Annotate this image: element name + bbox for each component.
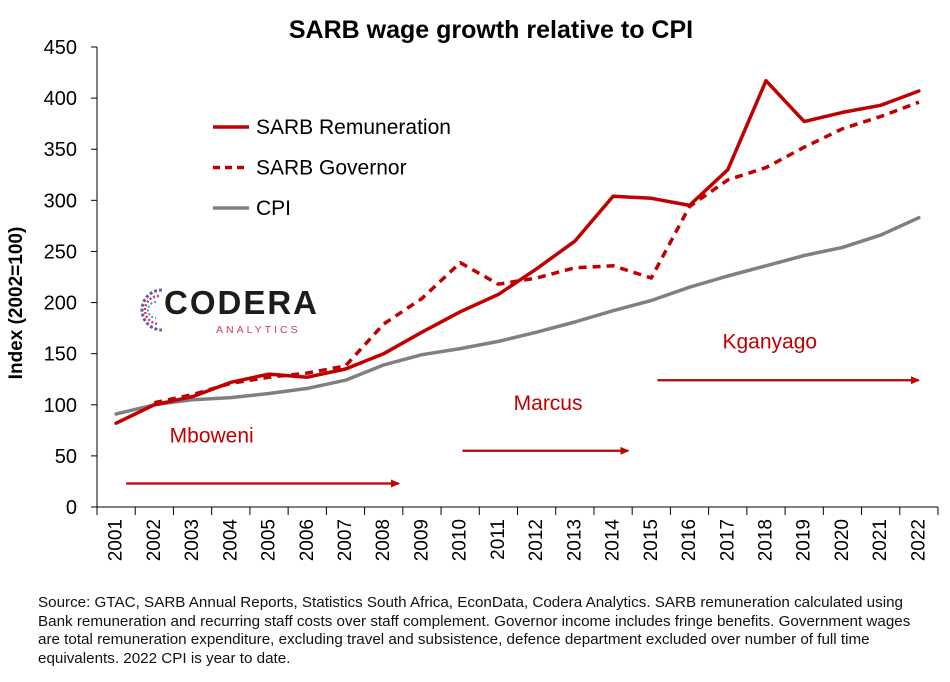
x-tick-label: 2020 — [832, 519, 853, 561]
series-line-cpi — [114, 215, 921, 416]
term-label-mboweni: Mboweni — [170, 425, 254, 448]
legend-label-cpi: CPI — [256, 197, 291, 220]
x-tick-label: 2011 — [488, 519, 509, 560]
y-tick-label: 450 — [44, 37, 77, 59]
x-tick-label: 2021 — [870, 519, 891, 561]
codera-logo: CODERA ANALYTICS — [132, 282, 322, 342]
x-tick-label: 2004 — [220, 519, 241, 562]
x-tick-label: 2013 — [564, 519, 585, 561]
y-tick-label: 350 — [44, 139, 77, 161]
x-tick-label: 2003 — [182, 519, 203, 561]
legend: SARB Remuneration SARB Governor CPI — [213, 116, 451, 220]
y-tick-label: 300 — [44, 190, 77, 212]
x-tick-label: 2002 — [144, 519, 165, 561]
x-tick-label: 2001 — [106, 519, 127, 561]
x-tick-label: 2015 — [641, 519, 662, 561]
y-tick-label: 50 — [55, 446, 77, 468]
x-tick-label: 2016 — [679, 519, 700, 561]
axes: 0 50 100 150 200 250 300 350 400 450 2001 2002 2003 2… — [44, 37, 939, 562]
source-footnote: Source: GTAC, SARB Annual Reports, Stati… — [38, 594, 911, 667]
y-tick-label: 100 — [44, 395, 77, 417]
chart-title: SARB wage growth relative to CPI — [289, 16, 693, 44]
logo-subtitle: ANALYTICS — [216, 324, 301, 336]
term-label-marcus: Marcus — [514, 392, 583, 415]
series-lines — [114, 78, 921, 425]
term-label-kganyago: Kganyago — [723, 331, 818, 354]
y-tick-label: 0 — [66, 497, 77, 519]
y-tick-label: 150 — [44, 344, 77, 366]
x-tick-label: 2014 — [603, 519, 624, 562]
series-line-sarb-governor — [153, 100, 920, 405]
legend-label-sarb-remuneration: SARB Remuneration — [256, 116, 451, 139]
series-line-sarb-remuneration — [114, 78, 921, 425]
y-axis-label: Index (2002=100) — [6, 227, 27, 380]
legend-label-sarb-governor: SARB Governor — [256, 157, 407, 180]
x-tick-label: 2006 — [297, 519, 318, 561]
chart: SARB wage growth relative to CPI Index (… — [6, 16, 939, 562]
x-tick-label: 2008 — [373, 519, 394, 561]
x-tick-label: 2005 — [259, 519, 280, 561]
y-tick-label: 250 — [44, 241, 77, 263]
logo-name: CODERA — [164, 284, 320, 321]
x-tick-label: 2012 — [526, 519, 547, 561]
x-tick-label: 2018 — [755, 519, 776, 561]
x-tick-label: 2007 — [335, 519, 356, 561]
x-tick-label: 2009 — [411, 519, 432, 561]
x-tick-label: 2017 — [717, 519, 738, 561]
x-tick-label: 2019 — [794, 519, 815, 561]
x-tick-label: 2010 — [450, 519, 471, 561]
y-tick-label: 200 — [44, 293, 77, 315]
x-tick-label: 2022 — [908, 519, 929, 561]
annotations: Mboweni Marcus Kganyago — [126, 331, 920, 488]
y-tick-label: 400 — [44, 88, 77, 110]
logo-mark-icon — [140, 288, 163, 332]
